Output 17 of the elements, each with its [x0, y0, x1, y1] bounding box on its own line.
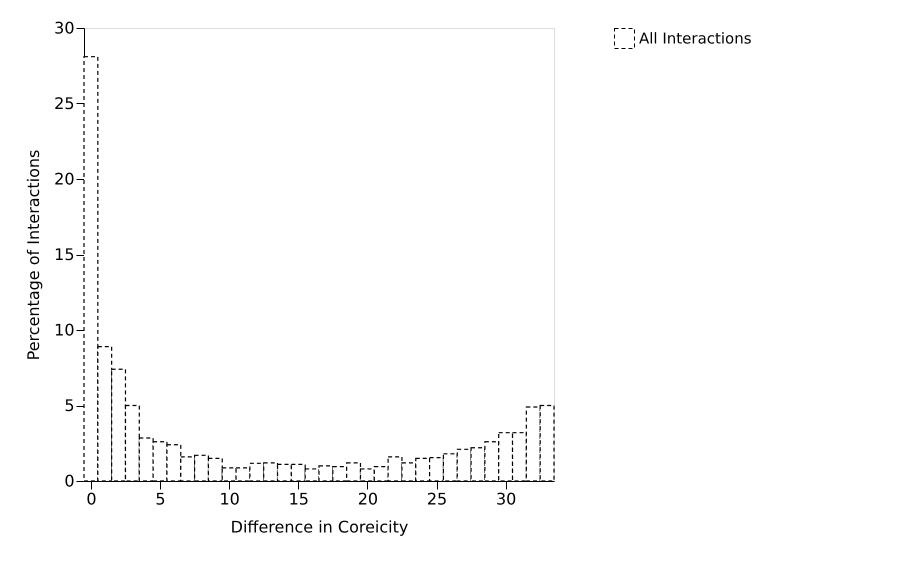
legend-label: All Interactions [639, 30, 752, 48]
y-tick-label: 10 [54, 320, 74, 340]
y-tick-label: 30 [54, 18, 74, 38]
x-tick-label: 15 [288, 490, 309, 508]
x-tick-label: 10 [219, 490, 240, 508]
x-tick-label: 0 [86, 490, 97, 508]
y-tick-label: 25 [54, 94, 74, 113]
x-tick-label: 20 [358, 490, 378, 508]
y-tick-label: 20 [54, 170, 74, 188]
x-tick-label: 25 [426, 490, 448, 508]
y-tick-label: 5 [64, 396, 74, 415]
y-tick-label: 0 [64, 472, 74, 490]
x-tick-label: 5 [155, 490, 166, 508]
y-axis-title: Percentage of Interactions [24, 150, 44, 360]
x-axis-title: Difference in Coreicity [230, 518, 408, 536]
y-tick-label: 15 [54, 245, 74, 264]
x-tick-label: 30 [496, 490, 516, 508]
